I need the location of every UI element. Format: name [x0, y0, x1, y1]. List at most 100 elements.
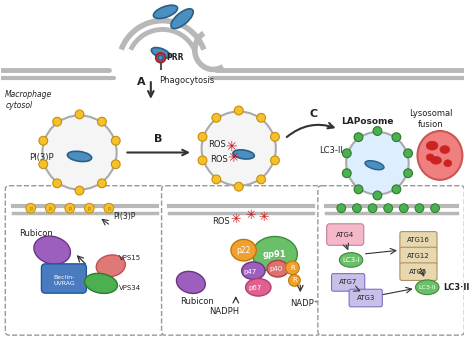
Circle shape — [75, 186, 84, 195]
Text: ROS: ROS — [210, 155, 228, 164]
Circle shape — [84, 203, 94, 213]
Circle shape — [342, 169, 351, 178]
Circle shape — [158, 55, 163, 60]
FancyBboxPatch shape — [162, 186, 321, 335]
Circle shape — [346, 132, 409, 195]
Ellipse shape — [253, 237, 297, 272]
Circle shape — [234, 106, 243, 115]
Ellipse shape — [151, 48, 170, 58]
Circle shape — [271, 156, 279, 165]
Text: ✳: ✳ — [245, 209, 255, 221]
Circle shape — [98, 117, 106, 126]
Circle shape — [337, 204, 346, 213]
Text: gp91: gp91 — [263, 249, 287, 259]
Text: ROS: ROS — [209, 140, 226, 149]
Circle shape — [271, 133, 279, 141]
Text: p67: p67 — [249, 285, 262, 291]
Text: LAPosome: LAPosome — [341, 117, 394, 126]
FancyBboxPatch shape — [327, 224, 364, 245]
Circle shape — [353, 204, 361, 213]
Text: Phagocytosis: Phagocytosis — [160, 76, 215, 85]
Text: VPS34: VPS34 — [118, 285, 141, 291]
Circle shape — [392, 185, 401, 194]
Ellipse shape — [176, 271, 205, 294]
Text: LC3·II: LC3·II — [419, 285, 436, 290]
Circle shape — [415, 204, 424, 213]
Text: ATG3: ATG3 — [356, 295, 375, 301]
Circle shape — [373, 191, 382, 200]
Text: p: p — [29, 206, 32, 211]
Text: ATG16: ATG16 — [407, 237, 430, 243]
Text: ✳: ✳ — [258, 211, 268, 225]
Circle shape — [354, 133, 363, 142]
Text: VPS15: VPS15 — [118, 255, 141, 261]
Circle shape — [257, 175, 265, 184]
Text: B: B — [155, 134, 163, 144]
Ellipse shape — [231, 239, 256, 261]
Ellipse shape — [246, 279, 271, 296]
Circle shape — [384, 204, 392, 213]
Ellipse shape — [431, 156, 441, 164]
Circle shape — [431, 204, 439, 213]
Text: PI(3)P: PI(3)P — [114, 212, 136, 221]
Text: LC3·II: LC3·II — [443, 283, 469, 292]
Circle shape — [98, 179, 106, 188]
Text: p47: p47 — [244, 269, 257, 275]
Circle shape — [53, 117, 62, 126]
Circle shape — [234, 182, 243, 191]
Circle shape — [104, 203, 114, 213]
Ellipse shape — [440, 146, 450, 153]
Circle shape — [289, 274, 300, 286]
FancyBboxPatch shape — [5, 186, 164, 335]
Text: NADP⁺: NADP⁺ — [290, 299, 319, 308]
FancyBboxPatch shape — [400, 263, 437, 280]
Circle shape — [39, 136, 48, 145]
Ellipse shape — [171, 9, 193, 28]
Circle shape — [373, 127, 382, 135]
Ellipse shape — [242, 262, 265, 279]
Circle shape — [212, 175, 221, 184]
Circle shape — [198, 133, 207, 141]
Ellipse shape — [96, 255, 125, 277]
Circle shape — [42, 116, 117, 189]
FancyBboxPatch shape — [400, 231, 437, 249]
FancyBboxPatch shape — [41, 264, 86, 293]
Ellipse shape — [84, 273, 118, 294]
Text: C: C — [310, 109, 318, 119]
Text: ✳: ✳ — [227, 151, 239, 166]
Circle shape — [354, 185, 363, 194]
Circle shape — [212, 113, 221, 122]
Circle shape — [26, 203, 36, 213]
Text: p: p — [49, 206, 52, 211]
Text: ✳: ✳ — [230, 213, 241, 226]
Ellipse shape — [267, 261, 289, 277]
Circle shape — [156, 53, 165, 63]
Text: p22: p22 — [237, 246, 251, 255]
FancyBboxPatch shape — [349, 289, 383, 307]
Text: Rubicon: Rubicon — [180, 297, 214, 306]
Text: p40: p40 — [269, 266, 283, 272]
Ellipse shape — [339, 253, 363, 267]
Circle shape — [198, 156, 207, 165]
Ellipse shape — [34, 236, 71, 264]
Text: Beclin-
UVRAG: Beclin- UVRAG — [53, 275, 75, 286]
Circle shape — [111, 160, 120, 169]
Circle shape — [400, 204, 408, 213]
Ellipse shape — [418, 131, 463, 180]
Text: LC3-II: LC3-II — [319, 146, 344, 155]
Circle shape — [111, 136, 120, 145]
FancyBboxPatch shape — [331, 274, 365, 291]
Circle shape — [404, 169, 412, 178]
Text: ATG12: ATG12 — [407, 253, 430, 259]
FancyBboxPatch shape — [318, 186, 465, 335]
Text: p: p — [107, 206, 110, 211]
Ellipse shape — [426, 154, 434, 161]
Text: Rubicon: Rubicon — [19, 229, 53, 238]
Text: ATG7: ATG7 — [339, 279, 357, 285]
Ellipse shape — [416, 280, 439, 295]
Circle shape — [286, 261, 299, 274]
Circle shape — [201, 111, 276, 186]
Text: ATG4: ATG4 — [336, 231, 355, 238]
Circle shape — [257, 113, 265, 122]
Text: R: R — [290, 265, 295, 271]
